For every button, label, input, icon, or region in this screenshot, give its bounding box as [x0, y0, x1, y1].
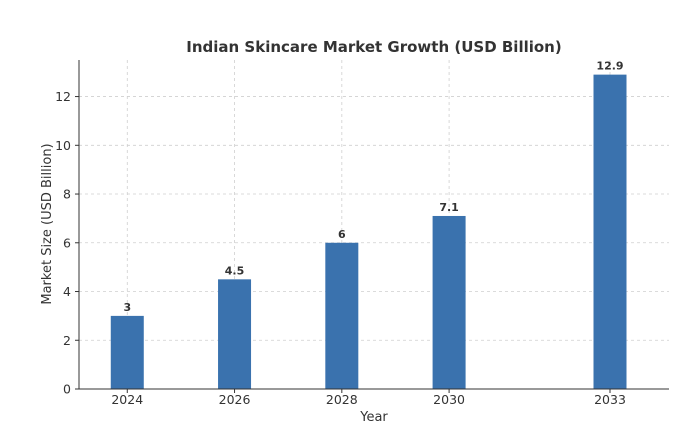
chart-title: Indian Skincare Market Growth (USD Billi… [186, 38, 561, 56]
x-tick-label: 2030 [433, 392, 465, 407]
y-tick-label: 0 [63, 382, 71, 397]
y-tick-label: 4 [63, 284, 71, 299]
bar-value-label: 4.5 [225, 264, 245, 277]
bar [218, 279, 252, 389]
bar [432, 215, 466, 389]
x-tick-label: 2026 [219, 392, 251, 407]
bar-value-label: 7.1 [439, 201, 459, 214]
bar [593, 74, 627, 389]
y-tick-label: 2 [63, 333, 71, 348]
x-tick-label: 2024 [111, 392, 143, 407]
bar [325, 242, 359, 389]
x-ticks: 2024 2026 2028 2030 2033 [111, 389, 626, 407]
bar-value-label: 3 [123, 301, 131, 314]
y-tick-label: 6 [63, 235, 71, 250]
grid [79, 60, 669, 390]
data-labels: 3 4.5 6 7.1 12.9 [123, 60, 623, 314]
x-axis-label: Year [359, 410, 388, 425]
y-tick-label: 8 [63, 187, 71, 202]
y-ticks: 0 2 4 6 8 10 12 [55, 89, 79, 397]
bar-value-label: 6 [338, 228, 346, 241]
y-axis-label: Market Size (USD Billion) [40, 143, 55, 304]
bar [110, 315, 144, 389]
x-tick-label: 2028 [326, 392, 358, 407]
bars [110, 74, 627, 389]
y-tick-label: 10 [55, 138, 71, 153]
bar-value-label: 12.9 [596, 60, 623, 73]
x-tick-label: 2033 [594, 392, 626, 407]
y-tick-label: 12 [55, 89, 71, 104]
axes [78, 60, 669, 390]
